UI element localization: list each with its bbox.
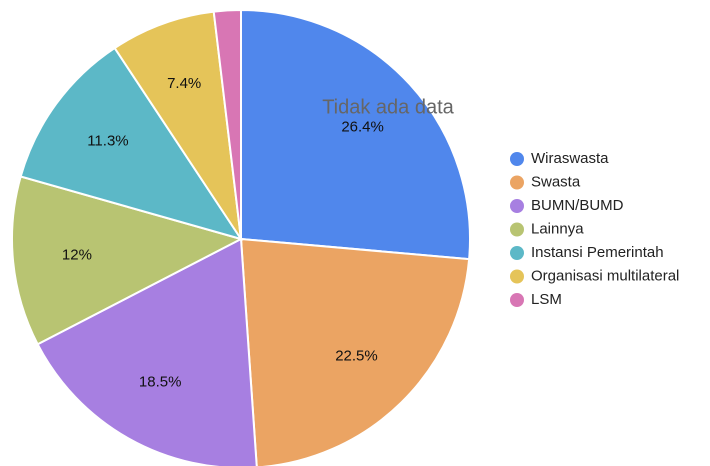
legend-label: Organisasi multilateral [531,267,679,284]
slice-label: 11.3% [87,133,128,150]
legend-marker [510,269,524,284]
slice-label: 26.4% [341,119,384,136]
pie-slice [19,46,244,241]
pie-slice [113,10,242,240]
legend-label: Lainnya [531,220,584,237]
legend-label: Instansi Pemerintah [531,244,664,261]
legend-label: BUMN/BUMD [531,197,624,214]
pie-slice [240,8,471,261]
legend-marker [510,199,524,213]
pie-slice [36,237,258,466]
annotation: Tidak ada data [322,96,454,118]
legend-marker [510,293,524,307]
slice-label: 7.4% [167,75,201,92]
legend-marker [510,175,524,190]
legend-label: LSM [531,291,562,308]
legend-marker [510,152,524,166]
pie-slice [239,237,471,466]
legend-marker [510,246,524,260]
pie-slice [212,8,242,240]
slice-label: 18.5% [139,374,182,391]
legend-label: Wiraswasta [531,150,609,167]
slice-label: 22.5% [335,348,378,365]
legend-label: Swasta [531,173,581,190]
pie [11,8,471,466]
slice-label: 12% [62,247,92,264]
legend-marker [510,222,524,237]
pie-slice [11,175,244,346]
